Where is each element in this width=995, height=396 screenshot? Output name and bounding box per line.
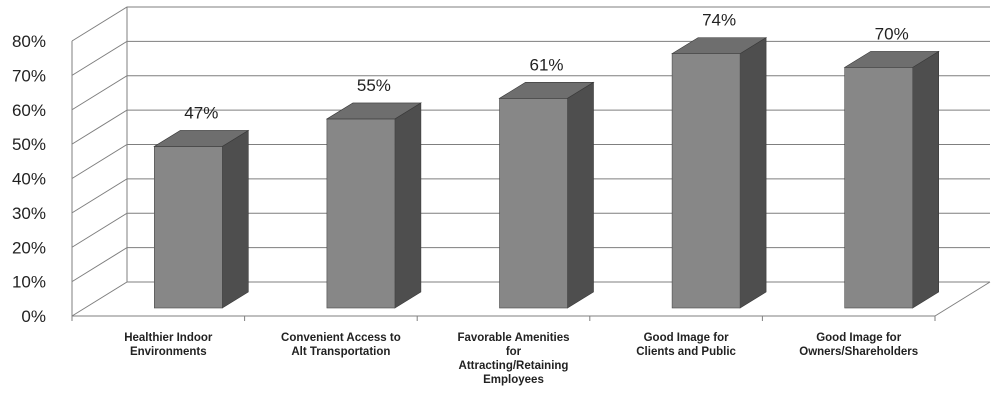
x-category-label-line: Healthier Indoor [124,332,213,344]
x-category-label: Favorable Amenities for Attracting/Retaini… [457,332,569,386]
data-label: 70% [875,24,909,43]
gridline [71,6,990,42]
data-label: 55% [357,76,391,95]
x-category-label-line: Alt Transportation [291,346,390,358]
y-tick-label: 70% [12,66,46,85]
x-category-label-line: for [506,346,522,358]
bar-side-face [739,37,767,309]
bar [326,118,396,309]
bar-top-face [153,130,250,147]
x-category-label: Good Image for Clients and Public [636,332,736,358]
x-category-label-line: Environments [130,346,207,358]
bar-side-face [222,129,249,309]
bar-top-face [325,102,422,120]
x-category-label-line: Employees [483,374,544,386]
y-tick-label: 60% [12,101,46,120]
y-tick-label: 50% [12,135,46,154]
data-label: 74% [702,11,736,30]
x-category-label-line: Favorable Amenities [457,332,569,344]
x-category-label-line: Convenient Access to [281,332,401,344]
bar-side-face [394,102,422,309]
bar-side-face [912,50,940,309]
x-category-label-line: Clients and Public [636,346,736,358]
x-category-label-line: Good Image for [644,332,730,344]
bar-top-face [671,37,768,54]
y-tick-label: 40% [12,170,46,189]
x-category-label: Good Image for Owners/Shareholders [799,332,918,358]
x-category-label-line: Owners/Shareholders [799,346,918,358]
bar-side-face [567,81,594,309]
y-tick-label: 10% [12,273,46,292]
bar-top-face [843,51,940,68]
floor-right-edge [934,281,991,317]
bar [154,146,223,309]
y-tick-label: 0% [21,307,46,326]
y-tick-label: 30% [12,204,46,223]
bar [671,53,741,309]
y-tick-label: 80% [12,32,46,51]
x-category-label-line: Attracting/Retaining [459,360,569,372]
x-category-label: Healthier Indoor Environments [124,332,213,358]
bar [499,98,568,309]
bar [844,67,914,309]
x-category-label: Convenient Access to Alt Transportation [281,332,401,358]
y-tick-label: 20% [12,238,46,257]
data-label: 61% [529,55,563,74]
data-label: 47% [184,103,218,122]
x-category-label-line: Good Image for [816,332,902,344]
bar-top-face [498,82,595,99]
